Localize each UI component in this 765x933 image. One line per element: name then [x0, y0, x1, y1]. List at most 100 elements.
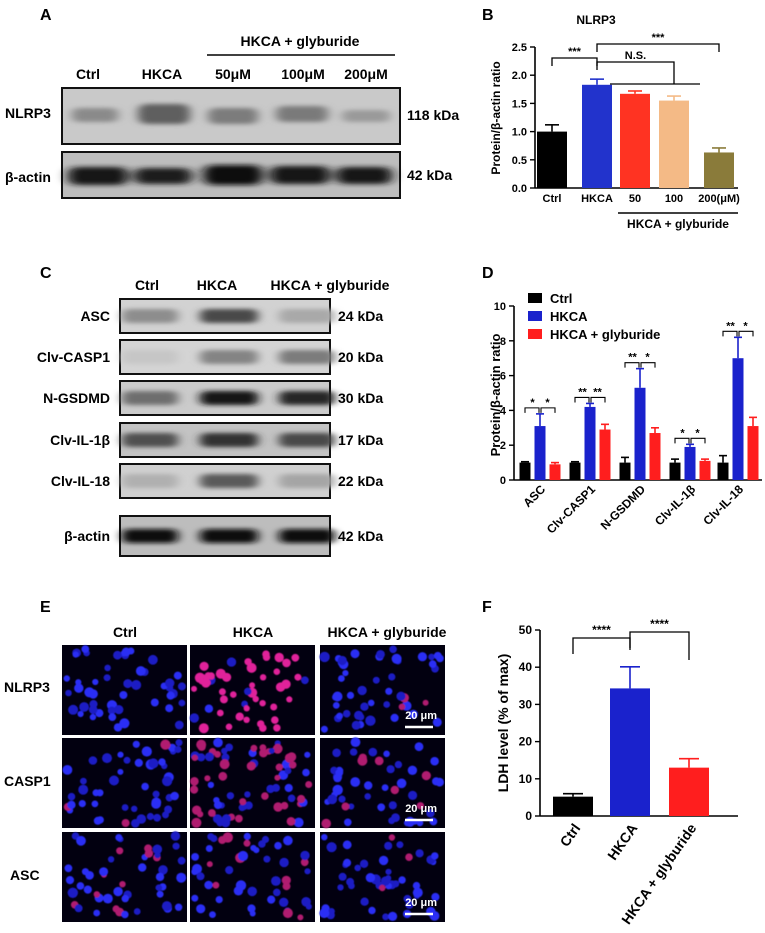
e-cell — [351, 720, 361, 730]
e-scale-label: 20 μm — [405, 803, 437, 815]
e-cell — [396, 691, 406, 701]
e-cell — [107, 706, 116, 715]
e-cell — [350, 737, 361, 747]
c-kda-label: 24 kDa — [338, 308, 383, 324]
e-cell — [191, 868, 199, 876]
b-sig-bracket — [596, 61, 675, 84]
e-cell — [114, 705, 124, 715]
e-cell — [177, 856, 186, 865]
d-bar — [747, 426, 759, 480]
d-bar — [717, 462, 729, 480]
e-cell — [219, 695, 228, 704]
b-x-tick-label: HKCA — [581, 193, 613, 205]
panel-letter-b: B — [482, 7, 494, 24]
e-cell — [403, 894, 412, 903]
e-cell — [381, 784, 389, 791]
e-cell — [338, 795, 346, 803]
d-bar — [519, 462, 531, 480]
e-cell — [158, 758, 166, 766]
e-cell — [301, 897, 311, 907]
panel-c-blot: Ctrl HKCA HKCA + glyburide — [135, 277, 390, 293]
d-legend-label: HKCA + glyburide — [550, 327, 660, 342]
e-cell — [104, 664, 111, 672]
c-lane-label: HKCA — [197, 277, 237, 293]
e-cell — [253, 847, 260, 854]
e-cell — [113, 886, 123, 897]
e-cell — [197, 742, 206, 751]
c-kda-label: 30 kDa — [338, 390, 383, 406]
e-cell — [123, 756, 131, 764]
e-cell — [304, 751, 311, 758]
e-cell — [64, 864, 73, 873]
e-cell — [250, 744, 258, 752]
e-cell — [354, 864, 362, 872]
e-cell — [384, 841, 393, 850]
e-cell — [390, 785, 399, 795]
e-cell — [209, 911, 216, 918]
e-cell — [213, 797, 220, 804]
d-legend-swatch — [528, 329, 542, 339]
a-lane-label: HKCA — [142, 66, 182, 82]
e-cell — [332, 748, 341, 758]
f-sig-label: **** — [592, 623, 611, 637]
e-cell-layer — [319, 834, 440, 922]
e-cell — [190, 785, 199, 794]
d-sig-bracket — [674, 437, 690, 444]
e-cell — [88, 756, 98, 765]
d-sig-bracket — [524, 407, 540, 413]
e-cell — [237, 850, 249, 862]
e-cell — [134, 758, 143, 768]
e-cell — [80, 777, 87, 785]
c-band-group — [122, 529, 335, 543]
e-column-label: HKCA — [233, 624, 273, 640]
e-cell — [152, 844, 163, 855]
e-cell — [162, 776, 173, 787]
c-band-group — [122, 309, 335, 323]
d-sig-bracket — [640, 362, 656, 368]
d-sig-label: * — [645, 352, 650, 364]
e-cell — [415, 849, 424, 858]
e-cell — [357, 755, 368, 766]
e-cell — [246, 662, 257, 673]
e-cell — [212, 881, 220, 889]
e-cell — [76, 835, 86, 846]
e-cell — [252, 695, 259, 703]
e-cell — [267, 895, 276, 904]
e-cell — [170, 791, 179, 801]
e-cell — [151, 799, 162, 809]
e-cell — [119, 881, 126, 888]
e-cell — [374, 756, 384, 766]
e-cell — [225, 743, 234, 752]
c-band — [279, 474, 335, 488]
e-cell — [76, 882, 85, 890]
e-column-label: HKCA + glyburide — [328, 624, 447, 640]
e-cell — [230, 691, 237, 698]
e-cell — [319, 651, 330, 663]
d-bar — [699, 460, 711, 480]
c-band — [279, 433, 335, 447]
e-cell-layer — [319, 645, 444, 733]
e-cell — [198, 678, 205, 685]
e-cell — [72, 651, 79, 658]
e-cell — [81, 645, 90, 653]
e-cell — [433, 651, 442, 660]
f-y-tick-label: 20 — [519, 735, 533, 749]
e-cell — [204, 880, 213, 890]
e-row-label: ASC — [10, 867, 40, 883]
e-cell — [155, 872, 165, 882]
e-cell — [131, 680, 142, 690]
c-band — [122, 391, 178, 405]
e-cell — [138, 863, 147, 872]
e-cell — [274, 652, 284, 663]
e-cell — [244, 687, 252, 696]
c-band — [200, 350, 258, 364]
b-x-tick-label: 50 — [629, 193, 641, 205]
e-cell — [364, 781, 373, 790]
e-cell — [282, 908, 293, 919]
e-cell — [421, 771, 431, 781]
b-sig-bracket — [551, 57, 598, 66]
e-cell — [131, 805, 138, 812]
e-cell — [155, 884, 163, 891]
a-kda-label: 42 kDa — [407, 167, 452, 183]
e-cell — [246, 761, 256, 771]
